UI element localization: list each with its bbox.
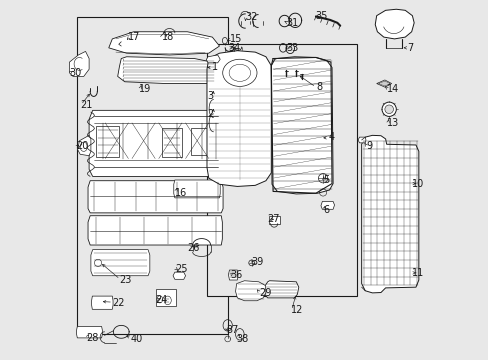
Polygon shape [78, 135, 91, 156]
Bar [96, 126, 119, 157]
Text: 8: 8 [315, 82, 322, 92]
Text: 12: 12 [290, 305, 303, 315]
Text: 28: 28 [86, 333, 99, 343]
Bar [156, 289, 175, 306]
Text: 6: 6 [323, 205, 328, 215]
Text: 35: 35 [315, 11, 327, 21]
Text: 11: 11 [411, 268, 424, 278]
Text: 36: 36 [230, 270, 242, 280]
Text: 34: 34 [228, 43, 240, 53]
Text: 18: 18 [162, 32, 174, 42]
Bar [268, 216, 279, 224]
Polygon shape [173, 272, 185, 279]
Text: 19: 19 [139, 84, 151, 94]
Text: 20: 20 [77, 141, 89, 151]
Text: 39: 39 [251, 257, 264, 267]
Polygon shape [88, 216, 222, 245]
Polygon shape [206, 51, 271, 186]
Text: 3: 3 [207, 91, 213, 101]
Polygon shape [361, 135, 418, 293]
Polygon shape [77, 327, 102, 338]
Text: 38: 38 [236, 334, 248, 344]
Text: 1: 1 [211, 63, 217, 72]
Polygon shape [320, 202, 334, 209]
Text: 17: 17 [128, 32, 141, 42]
Polygon shape [271, 57, 332, 194]
Ellipse shape [384, 105, 393, 113]
Text: 29: 29 [258, 288, 271, 297]
Polygon shape [228, 270, 238, 280]
Text: 33: 33 [286, 43, 298, 53]
Text: 26: 26 [187, 243, 199, 253]
Polygon shape [91, 249, 149, 276]
Polygon shape [173, 180, 220, 198]
Text: 40: 40 [130, 334, 142, 344]
Text: 13: 13 [386, 118, 399, 128]
Ellipse shape [381, 102, 395, 116]
Polygon shape [235, 281, 265, 301]
Polygon shape [264, 281, 298, 298]
Polygon shape [88, 181, 223, 213]
Text: 24: 24 [155, 295, 167, 305]
Text: 9: 9 [365, 141, 371, 151]
Polygon shape [357, 137, 365, 143]
Text: 16: 16 [175, 188, 187, 198]
Bar [190, 128, 212, 155]
Text: 27: 27 [267, 214, 280, 224]
Text: 30: 30 [69, 68, 81, 78]
Polygon shape [378, 81, 389, 86]
Text: 23: 23 [119, 275, 132, 285]
Polygon shape [376, 80, 391, 87]
Text: 10: 10 [411, 179, 424, 189]
Text: 15: 15 [230, 34, 242, 44]
Polygon shape [118, 57, 217, 84]
Text: 32: 32 [244, 13, 257, 22]
Polygon shape [374, 9, 413, 39]
Polygon shape [206, 55, 220, 63]
Polygon shape [77, 18, 228, 334]
Text: 5: 5 [323, 175, 328, 185]
Bar [162, 128, 182, 157]
Text: 2: 2 [207, 109, 213, 119]
Text: 7: 7 [406, 43, 412, 53]
Text: 37: 37 [225, 325, 238, 335]
Text: 31: 31 [286, 18, 298, 28]
Text: 21: 21 [80, 100, 92, 110]
Text: 22: 22 [112, 298, 124, 308]
Text: 25: 25 [175, 264, 187, 274]
Polygon shape [91, 296, 113, 309]
Polygon shape [206, 44, 356, 296]
Polygon shape [69, 51, 89, 76]
Polygon shape [108, 32, 219, 55]
Polygon shape [89, 111, 223, 176]
Text: 4: 4 [328, 132, 334, 142]
Text: 14: 14 [386, 84, 399, 94]
